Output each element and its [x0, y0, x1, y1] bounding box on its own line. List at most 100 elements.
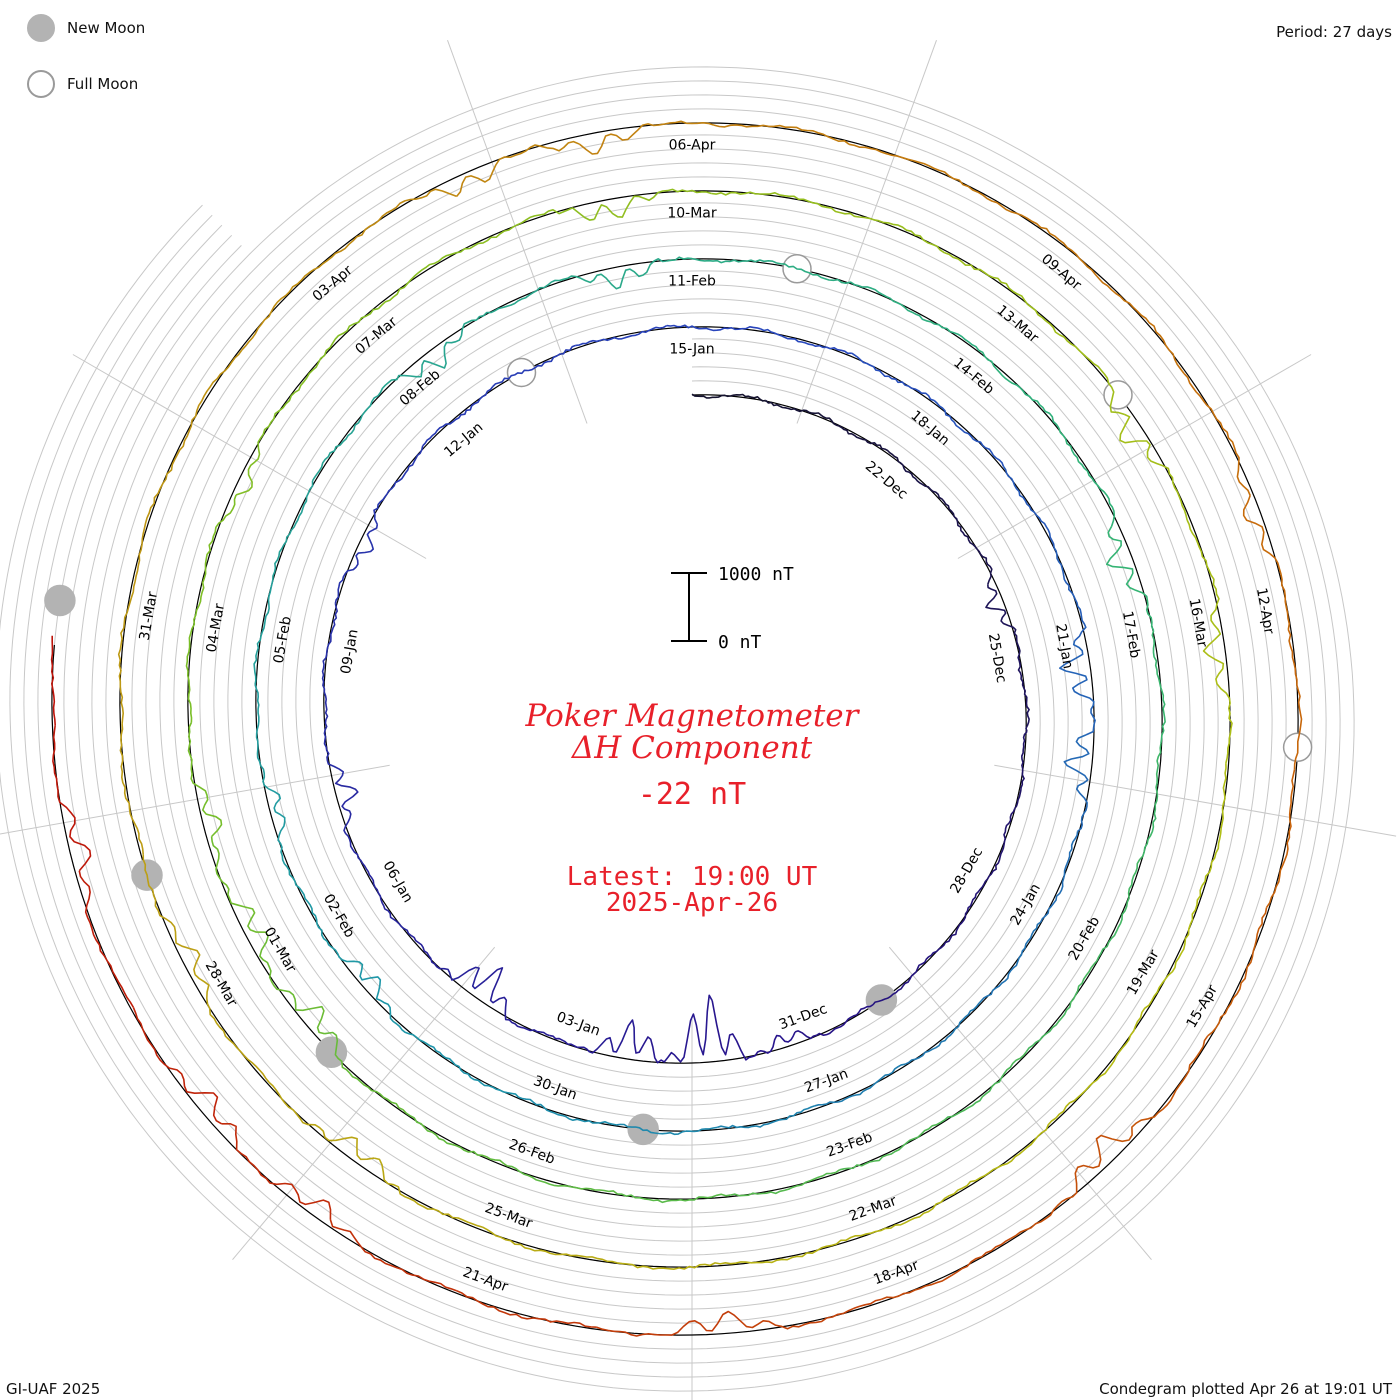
trace-segment-10	[872, 950, 937, 1006]
radial-grid-line	[72, 354, 427, 559]
trace-segment-72	[185, 605, 200, 723]
trace-segment-80	[830, 207, 945, 254]
trace-segment-36	[904, 1000, 982, 1065]
trace-segment-71	[187, 722, 223, 838]
trace-segment-105	[579, 120, 715, 155]
footer-plot-time: Condegram plotted Apr 26 at 19:01 UT	[1099, 1380, 1392, 1398]
trace-segment-69	[259, 935, 325, 1035]
trace-segment-38	[716, 1105, 816, 1129]
trace-segment-94	[374, 1157, 483, 1228]
trace-segment-31	[1053, 547, 1087, 642]
grid-spiral	[0, 66, 1355, 1392]
trace-segment-53	[776, 262, 883, 296]
radial-grid-line	[994, 764, 1397, 837]
trace-segment-107	[848, 143, 979, 193]
trace-segment-119	[596, 1310, 741, 1337]
radial-grid-line	[232, 946, 496, 1261]
trace-segment-16	[410, 934, 486, 990]
legend-full-moon: Full Moon	[27, 70, 138, 98]
trace-segment-65	[617, 1193, 731, 1204]
trace-segment-111	[1242, 495, 1291, 630]
period-label: Period: 27 days	[1276, 23, 1392, 41]
date-label: 16-Mar	[1186, 597, 1210, 649]
trace-segment-45	[254, 684, 269, 790]
trace-segment-61	[1025, 960, 1098, 1053]
date-label: 17-Feb	[1119, 610, 1143, 660]
trace-segment-35	[980, 921, 1042, 1002]
date-label: 20-Feb	[1066, 914, 1104, 963]
date-label: 05-Feb	[271, 615, 295, 665]
trace-segment-77	[478, 207, 595, 245]
trace-segment-95	[268, 1081, 375, 1161]
trace-segment-102	[241, 252, 336, 351]
baseline-spiral-path	[51, 122, 1299, 1336]
trace-segment-24	[492, 344, 576, 388]
trace-segment-68	[324, 1031, 407, 1114]
trace-segment-87	[1150, 885, 1203, 1002]
trace-segment-57	[1106, 526, 1155, 631]
trace-segment-73	[198, 494, 237, 607]
latest-time: Latest: 19:00 UT	[567, 862, 818, 892]
trace-segment-63	[839, 1121, 941, 1171]
legend-label-new-moon: New Moon	[67, 19, 146, 37]
date-label: 06-Jan	[379, 858, 415, 905]
date-label: 31-Mar	[137, 590, 161, 642]
trace-segment-67	[405, 1112, 508, 1167]
trace-segment-78	[593, 188, 712, 220]
data-trace	[50, 120, 1303, 1337]
trace-segment-46	[253, 579, 274, 685]
trace-segment-125	[52, 725, 92, 872]
trace-segment-93	[482, 1226, 608, 1263]
trace-segment-108	[977, 191, 1093, 271]
trace-segment-64	[730, 1169, 841, 1197]
trace-segment-40	[518, 1096, 617, 1126]
title-line-2: ΔH Component	[571, 730, 813, 766]
date-label: 04-Mar	[204, 602, 228, 654]
trace-segment-58	[1151, 630, 1166, 744]
new-moon-icon	[27, 14, 55, 42]
trace-segment-59	[1142, 743, 1162, 857]
trace-segment-19	[323, 692, 344, 780]
trace-segment-66	[507, 1165, 618, 1195]
trace-segment-81	[944, 252, 1047, 322]
trace-segment-56	[1058, 427, 1116, 527]
trace-segment-26	[666, 324, 761, 332]
trace-segment-5	[985, 584, 1021, 655]
date-label: 09-Jan	[338, 628, 362, 675]
radial-grid-line	[796, 40, 937, 424]
scale-top-label: 1000 nT	[718, 564, 794, 585]
trace-segment-98	[119, 723, 144, 855]
trace-segment-92	[606, 1260, 736, 1270]
trace-segment-104	[456, 140, 580, 197]
trace-segment-89	[975, 1099, 1075, 1182]
date-label: 01-Mar	[261, 925, 300, 976]
grid-spiral	[23, 94, 1327, 1364]
grid-spiral	[9, 80, 1341, 1378]
trace-segment-88	[1073, 1000, 1153, 1102]
trace-segment-116	[1010, 1134, 1113, 1240]
trace-segment-44	[267, 787, 301, 889]
trace-segment-13	[633, 994, 713, 1064]
trace-segment-60	[1096, 855, 1144, 962]
trace-segment-83	[1119, 413, 1188, 521]
radial-grid-line	[957, 354, 1312, 559]
trace-segment-25	[575, 324, 668, 347]
trace-segment-28	[851, 352, 935, 402]
trace-segment-12	[711, 1000, 796, 1061]
radial-grid-line	[447, 40, 588, 424]
trace-segment-49	[377, 328, 464, 397]
trace-segment-86	[1201, 763, 1227, 887]
trace-segment-47	[272, 480, 314, 581]
trace-segment-4	[953, 516, 993, 585]
trace-segment-27	[760, 328, 852, 355]
latest-value: -22 nT	[638, 777, 746, 812]
trace-segment-100	[132, 464, 174, 592]
date-label: 15-Jan	[669, 341, 714, 357]
trace-segment-51	[559, 258, 667, 290]
trace-segment-15	[484, 967, 550, 1037]
trace-segment-30	[1002, 465, 1055, 548]
trace-segment-74	[235, 391, 296, 496]
trace-segment-50	[461, 279, 560, 330]
trace-segment-115	[1111, 1035, 1209, 1143]
trace-segment-84	[1186, 519, 1222, 641]
